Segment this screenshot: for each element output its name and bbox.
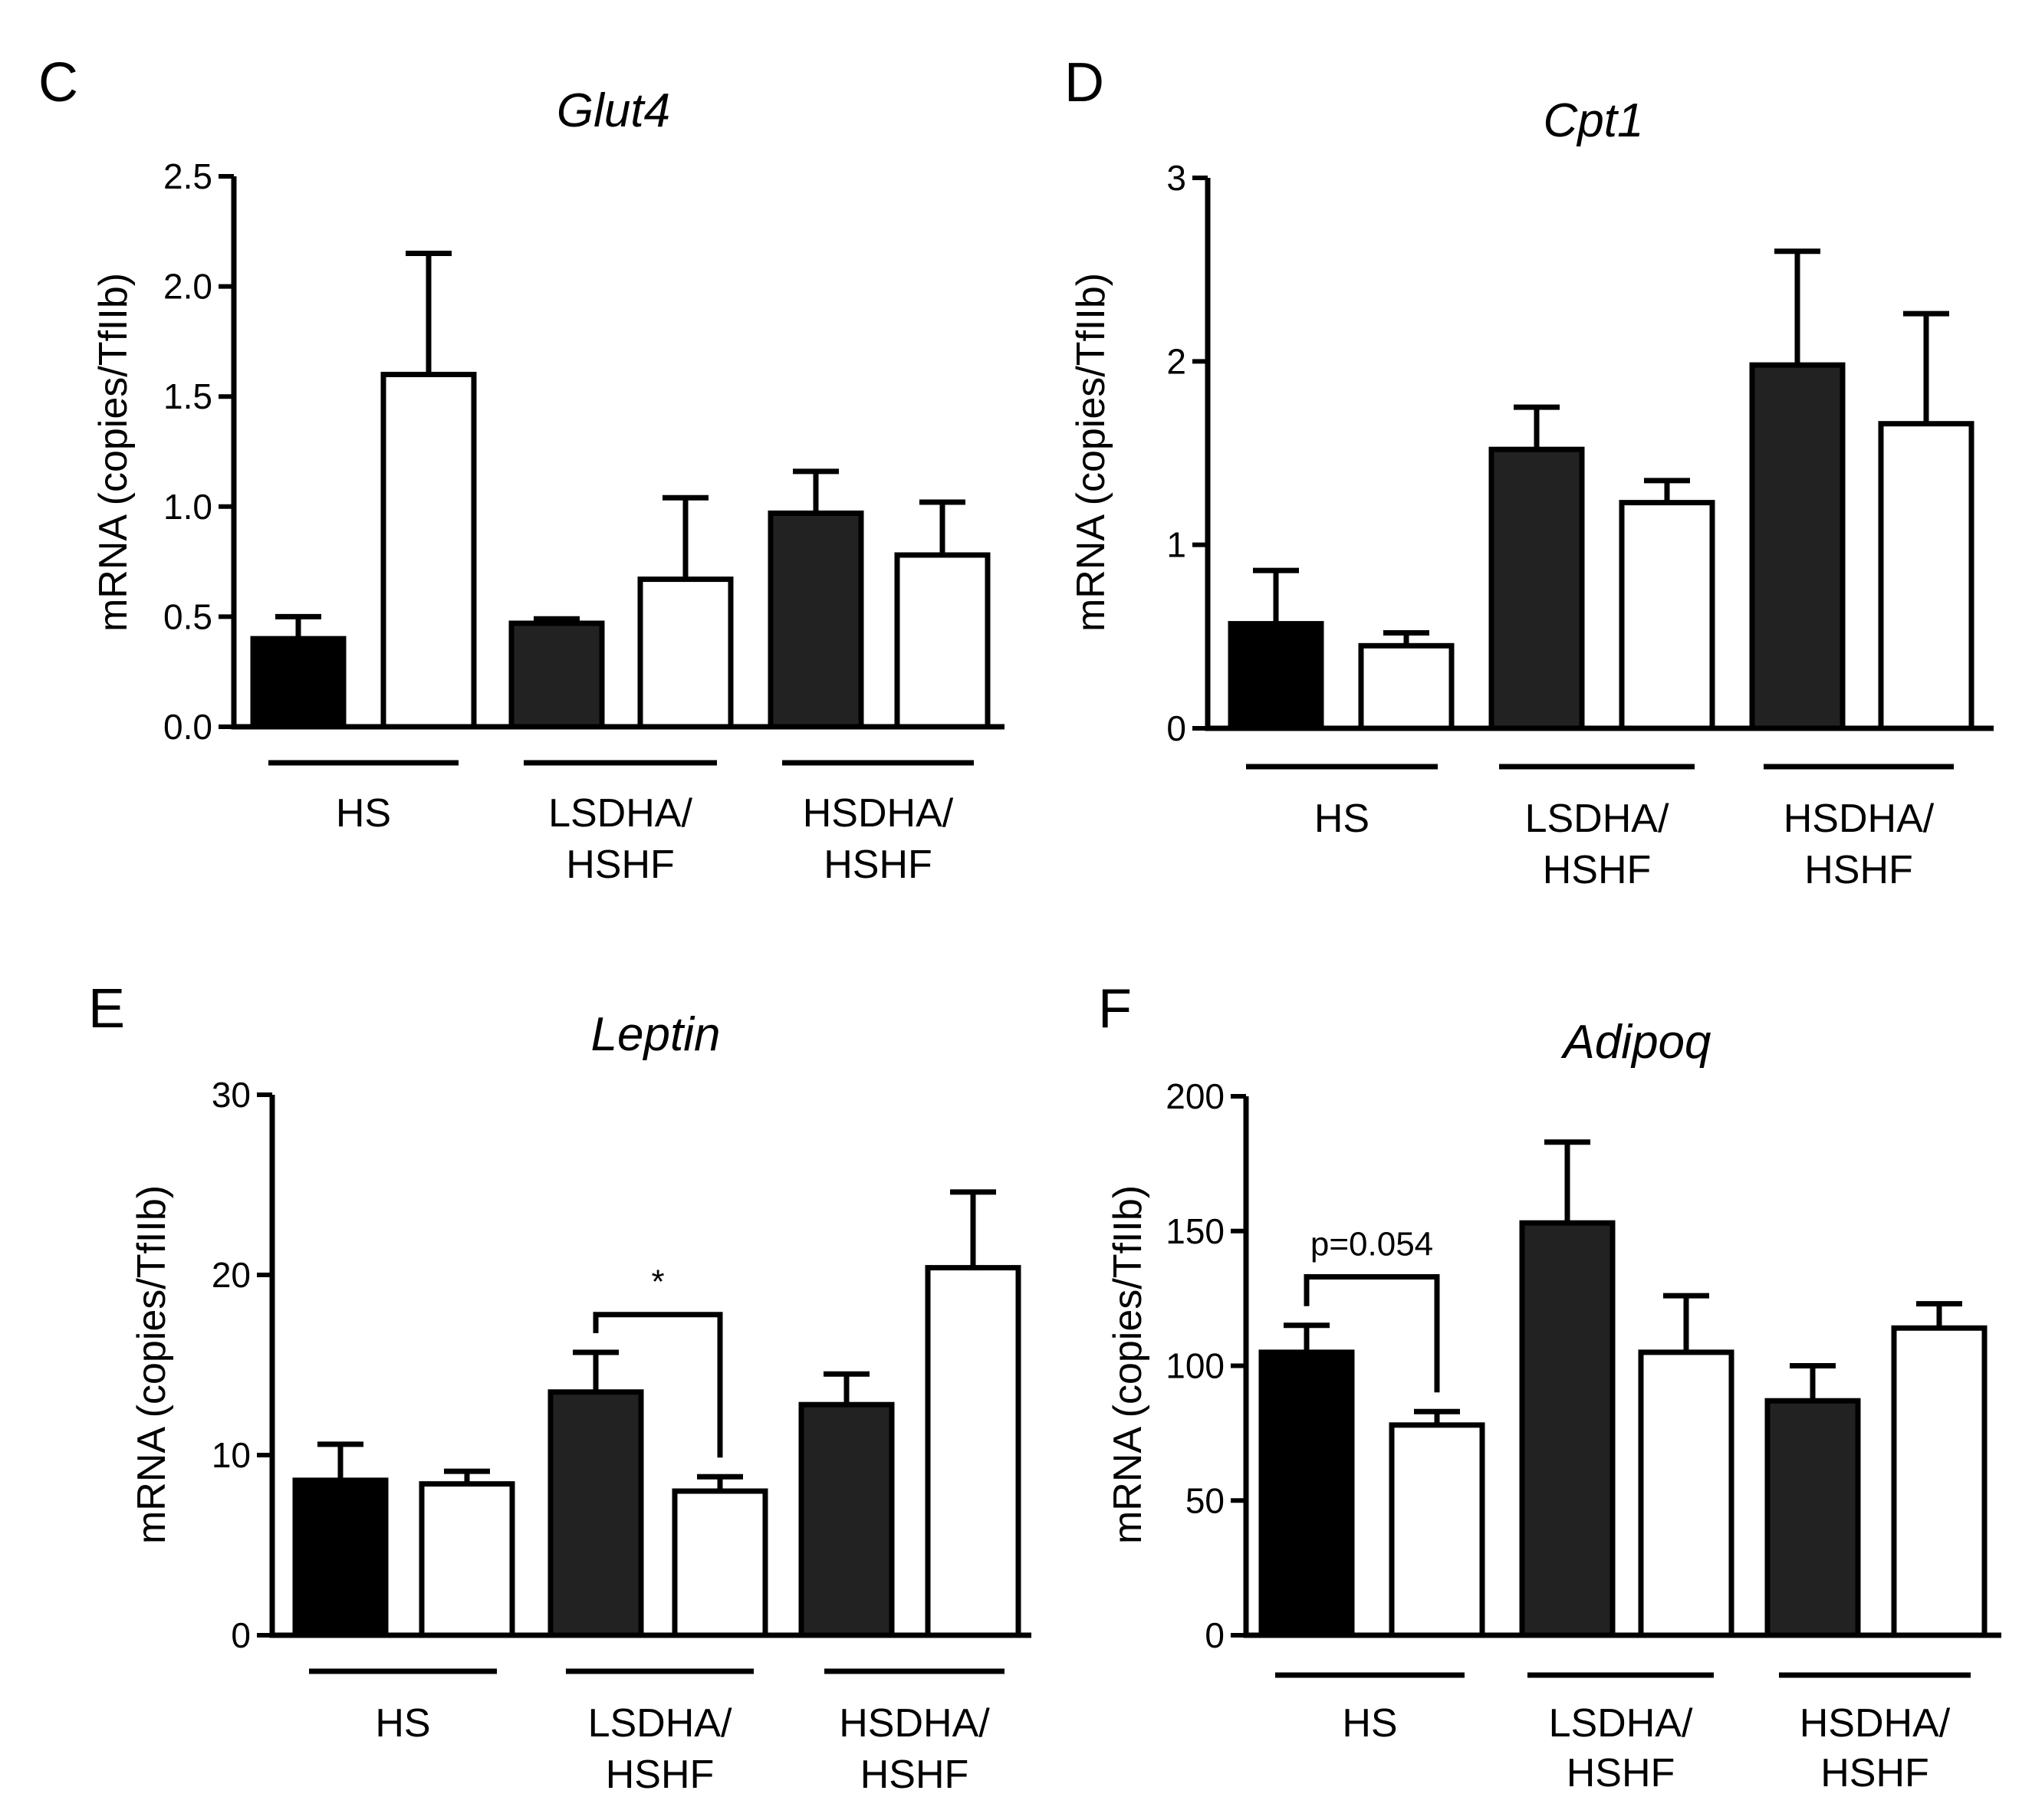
y-tick-label: 0: [1166, 708, 1186, 748]
group-label: LSDHA/: [548, 791, 692, 836]
group-label: LSDHA/: [1525, 797, 1669, 841]
chart-title: Leptin: [591, 1008, 721, 1061]
group-label: HSDHA/: [1800, 1701, 1951, 1746]
bar: [1258, 1349, 1355, 1638]
y-tick-label: 10: [212, 1435, 251, 1475]
group-label: HS: [336, 791, 391, 836]
panel-f-adipoq: F Adipoq mRNA (copies/TfIIb) 0 50 100 150 200 HS…: [1098, 978, 2001, 1795]
group-label: HSDHA/: [1784, 797, 1935, 841]
y-tick-label: 2.0: [163, 267, 212, 307]
y-tick-label: 50: [1185, 1480, 1225, 1520]
y-axis-label: mRNA (copies/TfIIb): [130, 1185, 174, 1544]
y-tick-label: 100: [1166, 1346, 1225, 1386]
chart-title: Adipoq: [1560, 1016, 1711, 1069]
bar: [637, 577, 734, 730]
bar: [1749, 362, 1846, 731]
bar: [547, 1389, 644, 1638]
y-tick-label: 3: [1166, 158, 1186, 198]
y-tick-label: 0: [231, 1615, 251, 1655]
significance-bracket: [1304, 1274, 1440, 1393]
bar: [1619, 500, 1715, 731]
group-label: LSDHA/: [1549, 1701, 1693, 1746]
bar: [894, 552, 991, 730]
bar: [508, 620, 605, 730]
panel-c-glut4: C Glut4 mRNA (copies/TfIIb) 0.0 0.5 1.0 1.5 2.0…: [38, 52, 1004, 887]
significance-label: *: [651, 1263, 664, 1301]
group-label-line2: HSHF: [1543, 848, 1652, 892]
bar: [250, 636, 347, 730]
group-label-line2: HSHF: [824, 843, 932, 887]
y-tick-label: 0: [1205, 1615, 1225, 1655]
chart-title: Glut4: [557, 84, 670, 137]
bar: [292, 1477, 389, 1638]
bar: [925, 1265, 1021, 1638]
bar: [672, 1488, 768, 1638]
bar: [798, 1401, 895, 1638]
group-label: HS: [1342, 1701, 1397, 1746]
y-tick-label: 2.5: [163, 156, 212, 196]
y-tick-label: 0.5: [163, 596, 212, 636]
group-label-line2: HSHF: [1804, 848, 1913, 892]
y-tick-label: 150: [1166, 1211, 1225, 1251]
panel-letter: C: [38, 52, 78, 113]
bar: [1519, 1220, 1616, 1638]
y-tick-label: 0.0: [163, 707, 212, 747]
significance-bracket: [593, 1312, 723, 1458]
y-tick-label: 200: [1166, 1076, 1225, 1116]
group-label-line2: HSHF: [1820, 1751, 1929, 1795]
group-label: LSDHA/: [588, 1701, 732, 1746]
panel-letter: D: [1064, 52, 1104, 113]
group-label-line2: HSHF: [1567, 1751, 1675, 1795]
bar: [1389, 1422, 1485, 1638]
y-tick-label: 20: [212, 1255, 251, 1295]
group-label-line2: HSHF: [566, 843, 675, 887]
panel-d-cpt1: D Cpt1 mRNA (copies/TfIIb) 0 1 2 3 HS LSDHA/HSHF…: [1064, 52, 1994, 892]
bar: [1891, 1325, 1988, 1638]
panel-e-leptin: E Leptin mRNA (copies/TfIIb) 0 10 20 30 HS LSDHA…: [88, 978, 1031, 1797]
bar: [768, 510, 864, 730]
group-label: HSDHA/: [803, 791, 954, 836]
y-axis-label: mRNA (copies/TfIIb): [1106, 1185, 1150, 1544]
y-axis-label: mRNA (copies/TfIIb): [1069, 273, 1113, 632]
group-label-line2: HSHF: [606, 1753, 715, 1797]
bar: [380, 371, 477, 730]
bar: [1228, 621, 1324, 731]
y-tick-label: 1.5: [163, 376, 212, 416]
bar: [1638, 1349, 1734, 1638]
panel-letter: E: [88, 978, 125, 1040]
bar: [419, 1481, 515, 1638]
y-axis-label: mRNA (copies/TfIIb): [91, 273, 136, 632]
y-tick-label: 1.0: [163, 487, 212, 527]
group-label-line2: HSHF: [860, 1753, 969, 1797]
bar: [1878, 421, 1974, 731]
bar: [1358, 642, 1455, 731]
chart-title: Cpt1: [1544, 94, 1644, 147]
group-label: HS: [1314, 797, 1369, 841]
y-tick-label: 30: [212, 1075, 251, 1115]
y-tick-label: 1: [1166, 525, 1186, 565]
bar: [1764, 1398, 1861, 1638]
bar: [1488, 446, 1585, 731]
y-tick-label: 2: [1166, 341, 1186, 381]
group-label: HSDHA/: [839, 1701, 990, 1746]
panel-letter: F: [1098, 978, 1132, 1040]
group-label: HS: [375, 1701, 430, 1746]
significance-label: p=0.054: [1310, 1226, 1433, 1263]
